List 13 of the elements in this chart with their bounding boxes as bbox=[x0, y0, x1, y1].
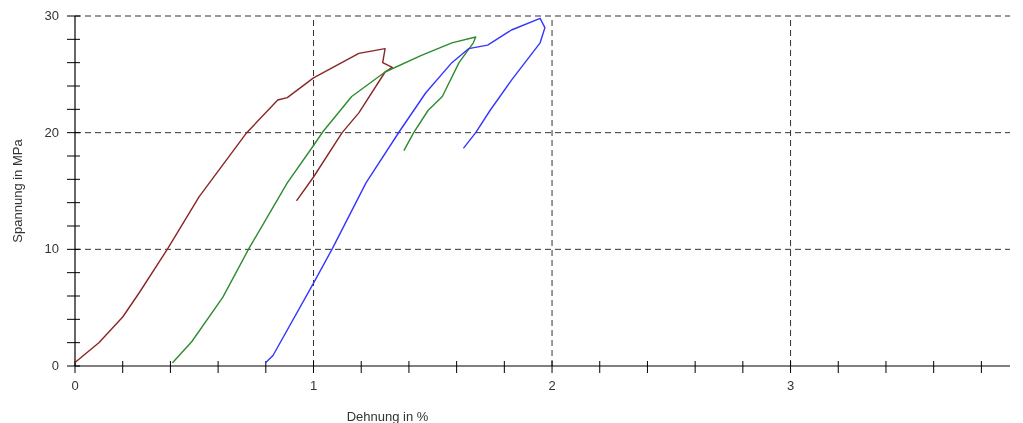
x-tick-label: 2 bbox=[548, 378, 556, 393]
y-tick-label: 10 bbox=[44, 241, 59, 257]
line-series bbox=[265, 17, 546, 364]
x-tick-label: 1 bbox=[309, 378, 318, 393]
x-tick-label: 0 bbox=[71, 378, 79, 393]
line-series bbox=[74, 47, 393, 364]
y-axis-title: Spannung in MPa bbox=[10, 138, 25, 243]
y-tick-label: 0 bbox=[51, 358, 59, 373]
x-axis-title: Dehnung in % bbox=[346, 409, 429, 423]
line-series bbox=[172, 36, 477, 364]
x-tick-label: 3 bbox=[786, 378, 795, 393]
y-tick-label: 30 bbox=[44, 8, 59, 23]
y-tick-label: 20 bbox=[44, 124, 59, 140]
